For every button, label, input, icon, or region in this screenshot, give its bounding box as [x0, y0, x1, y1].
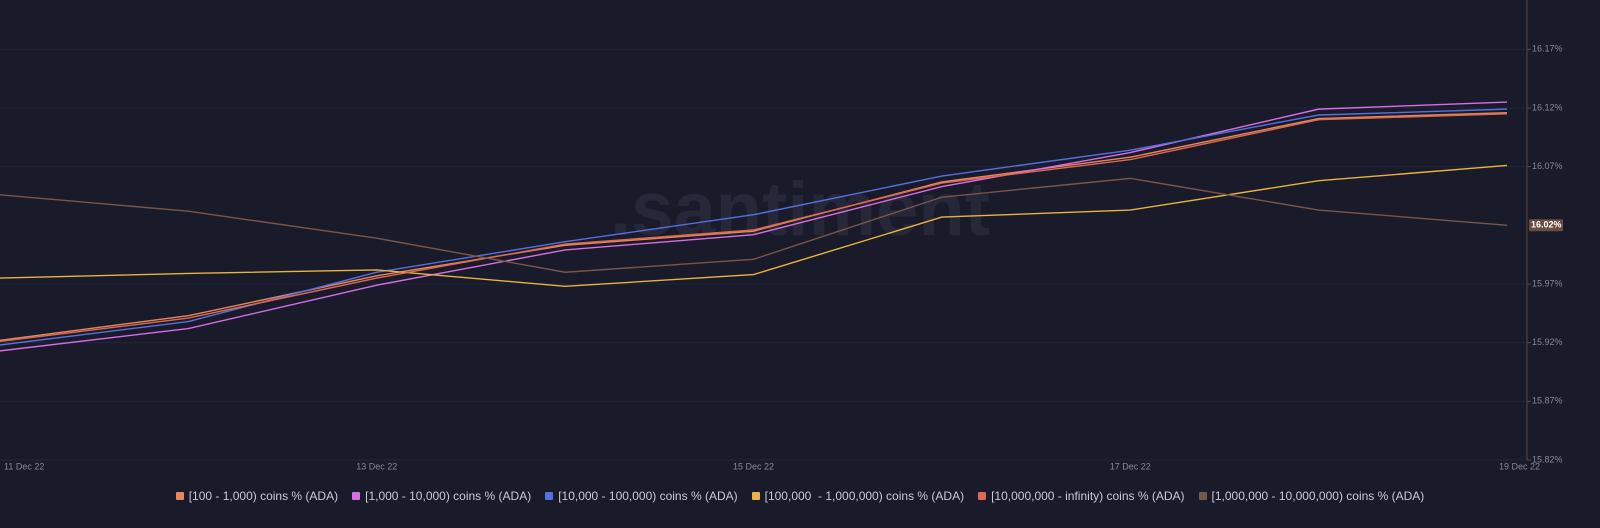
x-tick-label: 17 Dec 22 [1110, 461, 1151, 471]
watermark: .santiment [610, 167, 990, 252]
legend-item[interactable]: [10,000 - 100,000) coins % (ADA) [545, 489, 738, 503]
series-line [0, 177, 1508, 273]
series-line [0, 113, 1508, 343]
legend-label: [1,000,000 - 10,000,000) coins % (ADA) [1211, 489, 1425, 503]
series-line [0, 164, 1508, 288]
legend-item[interactable]: [100,000 - 1,000,000) coins % (ADA) [751, 489, 965, 503]
value-label: 16.02% [1531, 220, 1562, 230]
legend-swatch [751, 492, 760, 500]
legend-item[interactable]: [10,000,000 - infinity) coins % (ADA) [978, 489, 1185, 503]
legend-swatch [545, 492, 554, 500]
x-tick-label: 19 Dec 22 [1499, 461, 1540, 471]
legend-label: [100 - 1,000) coins % (ADA) [188, 489, 339, 503]
y-tick-label: 15.92% [1532, 337, 1563, 347]
legend-swatch [175, 492, 184, 500]
legend-item[interactable]: [100 - 1,000) coins % (ADA) [175, 489, 339, 503]
legend-label: [1,000 - 10,000) coins % (ADA) [365, 489, 532, 503]
value-label-bg [1529, 219, 1563, 232]
legend-item[interactable]: [1,000,000 - 10,000,000) coins % (ADA) [1198, 489, 1425, 503]
legend-label: [100,000 - 1,000,000) coins % (ADA) [764, 489, 965, 503]
legend-label: [10,000,000 - infinity) coins % (ADA) [991, 489, 1185, 503]
y-tick-label: 16.07% [1532, 161, 1563, 171]
chart: .santiment 15.82% 15.87% 15.92% 15.97% 16.07… [0, 0, 1563, 471]
series-line [0, 111, 1508, 342]
legend-swatch [352, 492, 361, 500]
y-tick-label: 15.87% [1532, 396, 1563, 406]
y-tick-label: 15.97% [1532, 278, 1563, 288]
x-tick-label: 13 Dec 22 [356, 461, 397, 471]
x-tick-label: 11 Dec 22 [4, 461, 44, 471]
legend-swatch [978, 492, 987, 500]
legend-item[interactable]: [1,000 - 10,000) coins % (ADA) [352, 489, 531, 503]
legend: [100 - 1,000) coins % (ADA) [1,000 - 10,0… [0, 489, 1600, 503]
y-tick-label: 16.12% [1532, 102, 1563, 112]
legend-swatch [1198, 492, 1207, 500]
legend-label: [10,000 - 100,000) coins % (ADA) [558, 489, 738, 503]
y-tick-label: 16.17% [1532, 44, 1563, 54]
x-tick-label: 15 Dec 22 [733, 461, 774, 471]
series-line [0, 101, 1508, 352]
y-tick-label: 15.82% [1532, 454, 1563, 464]
